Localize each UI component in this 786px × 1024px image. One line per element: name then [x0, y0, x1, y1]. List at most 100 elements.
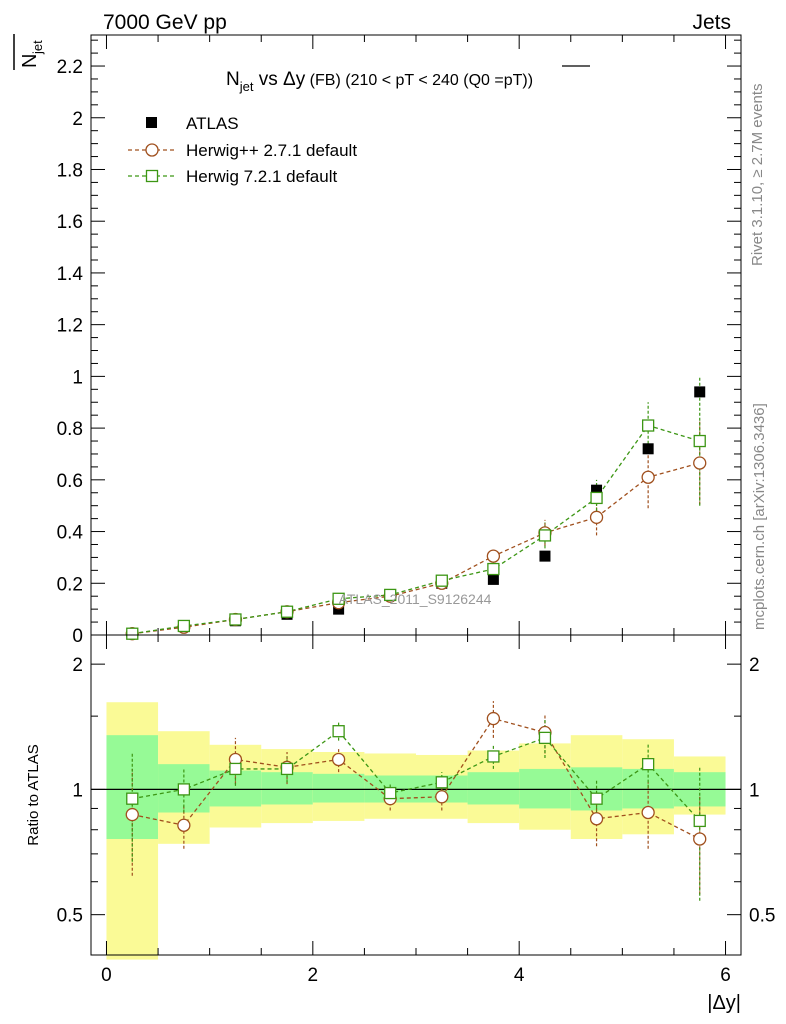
ratio-point-1-1: [177, 783, 191, 796]
top-ytick-label-2: 0.4: [57, 523, 84, 544]
legend-herwigpp-label: Herwig++ 2.7.1 default: [186, 141, 357, 160]
point-2-0: [126, 627, 139, 640]
top-ytick-label-7: 1.4: [57, 264, 84, 285]
ratio-point-0-1: [177, 818, 191, 832]
title-n: N: [226, 69, 240, 90]
ratio-point-1-5: [384, 786, 397, 800]
bot-ytick-label-right-2: 2: [749, 655, 760, 676]
legend-atlas-label: ATLAS: [186, 114, 239, 133]
xtick-label-0: 0: [101, 965, 112, 986]
mcplots-label: mcplots.cern.ch [arXiv:1306.3436]: [751, 403, 768, 630]
bottom-panel: 0.5 0.5 1 1 2 2 0 2 4 6 Ratio to ATLAS |Δy|: [25, 634, 775, 1014]
point-2-9: [590, 491, 603, 505]
bottom-ticks: 0.5 0.5 1 1 2 2 0 2 4 6: [57, 635, 775, 986]
header-right-label: Jets: [692, 11, 731, 34]
title-q0: pT: [504, 72, 523, 89]
title-range: (210 < pT < 240 (Q0 =: [345, 72, 503, 89]
title-fb: (FB): [305, 72, 345, 89]
band-inner-2: [209, 770, 262, 807]
title-mid: vs: [253, 69, 283, 90]
series-line-1: [132, 462, 700, 635]
title-close: )): [522, 72, 533, 89]
band-inner-8: [519, 768, 571, 809]
watermark: ATLAS_2011_S9126244: [339, 591, 492, 607]
point-2-10: [641, 419, 655, 432]
bottom-ylabel: Ratio to ATLAS: [25, 744, 42, 845]
top-ytick-label-1: 0.2: [57, 574, 83, 595]
ratio-point-0-10: [641, 805, 655, 820]
xtick-label-1: 2: [308, 965, 319, 986]
top-marks: [125, 376, 707, 641]
point-0-7: [487, 573, 499, 585]
top-ticks: 0 0.2 0.4 0.6 0.8 1 1.2 1.4 1.6 1.8 2 2.2: [57, 35, 741, 647]
point-2-1: [177, 619, 191, 633]
ratio-point-1-7: [487, 750, 500, 763]
ratio-point-1-11: [693, 814, 706, 828]
band-inner-4: [312, 773, 365, 803]
point-2-2: [229, 613, 242, 626]
top-title: Njet vs Δy (FB) (210 < pT < 240 (Q0 =pT)…: [226, 65, 590, 94]
bot-ytick-label-left-2: 2: [72, 655, 83, 676]
header-left-label: 7000 GeV pp: [103, 11, 227, 34]
svg-text:Njet vs Δy (FB) (210 < pT < 24: Njet vs Δy (FB) (210 < pT < 240 (Q0 =pT)…: [226, 69, 533, 94]
ratio-point-1-2: [229, 762, 242, 776]
ratio-point-0-4: [331, 752, 346, 767]
ratio-point-0-11: [693, 832, 707, 846]
bot-ytick-label-left-1: 1: [72, 780, 83, 801]
legend-herwig7-marker: [145, 169, 159, 183]
bot-ytick-label-left-0: 0.5: [57, 906, 83, 927]
top-ylabel: N jet: [13, 34, 45, 70]
ratio-point-0-7: [486, 711, 501, 726]
ratio-point-1-4: [332, 725, 345, 738]
legend: ATLAS Herwig++ 2.7.1 default Herwig 7.2.…: [128, 114, 357, 186]
top-ytick-label-6: 1.2: [57, 316, 83, 337]
uncertainty-bands: [91, 702, 741, 960]
band-inner-7: [467, 772, 520, 805]
point-0-9: [591, 484, 603, 496]
top-ytick-label-11: 2.2: [57, 57, 83, 78]
ratio-point-1-6: [435, 776, 448, 789]
ratio-point-0-9: [589, 812, 604, 826]
top-ytick-label-5: 1: [72, 367, 83, 388]
bot-ytick-label-right-0: 0.5: [749, 906, 775, 927]
bottom-marks: [125, 701, 707, 901]
ratio-point-1-10: [641, 758, 655, 771]
title-n-sub: jet: [239, 79, 254, 94]
top-ytick-label-10: 2: [72, 109, 83, 130]
point-2-7: [487, 562, 500, 576]
top-ytick-label-0: 0: [72, 626, 83, 647]
rivet-label: Rivet 3.1.10, ≥ 2.7M events: [749, 84, 766, 267]
top-ytick-label-3: 0.6: [57, 471, 83, 492]
point-0-11: [694, 386, 706, 398]
point-2-6: [435, 574, 448, 587]
xlabel: |Δy|: [707, 992, 741, 1014]
xtick-label-2: 4: [514, 965, 525, 986]
legend-atlas-marker: [146, 117, 157, 128]
bot-ytick-label-right-1: 1: [749, 780, 760, 801]
ratio-point-0-0: [125, 807, 139, 822]
point-1-9: [589, 510, 604, 524]
point-0-8: [539, 550, 551, 562]
point-2-5: [384, 588, 397, 602]
top-ylabel-n: N: [19, 54, 41, 68]
xtick-label-3: 6: [720, 965, 731, 986]
point-2-4: [332, 592, 345, 605]
title-dy: Δy: [283, 69, 306, 90]
point-1-11: [693, 456, 707, 470]
top-ytick-label-4: 0.8: [57, 419, 83, 440]
legend-entry-atlas: ATLAS: [146, 114, 239, 133]
legend-entry-herwig7: Herwig 7.2.1 default: [128, 167, 337, 186]
ratio-point-1-0: [126, 792, 139, 805]
legend-herwig7-label: Herwig 7.2.1 default: [186, 167, 337, 186]
ratio-point-1-8: [538, 731, 552, 745]
point-2-11: [693, 434, 706, 448]
top-ylabel-sub: jet: [30, 40, 45, 55]
legend-entry-herwigpp: Herwig++ 2.7.1 default: [128, 141, 357, 160]
point-2-8: [538, 529, 552, 542]
series-line-2: [132, 424, 700, 635]
top-ytick-label-8: 1.6: [57, 212, 83, 233]
top-panel: 0 0.2 0.4 0.6 0.8 1 1.2 1.4 1.6 1.8 2 2.2 Njet vs Δ…: [57, 34, 742, 647]
ratio-point-1-3: [280, 762, 294, 776]
point-1-10: [641, 470, 655, 484]
